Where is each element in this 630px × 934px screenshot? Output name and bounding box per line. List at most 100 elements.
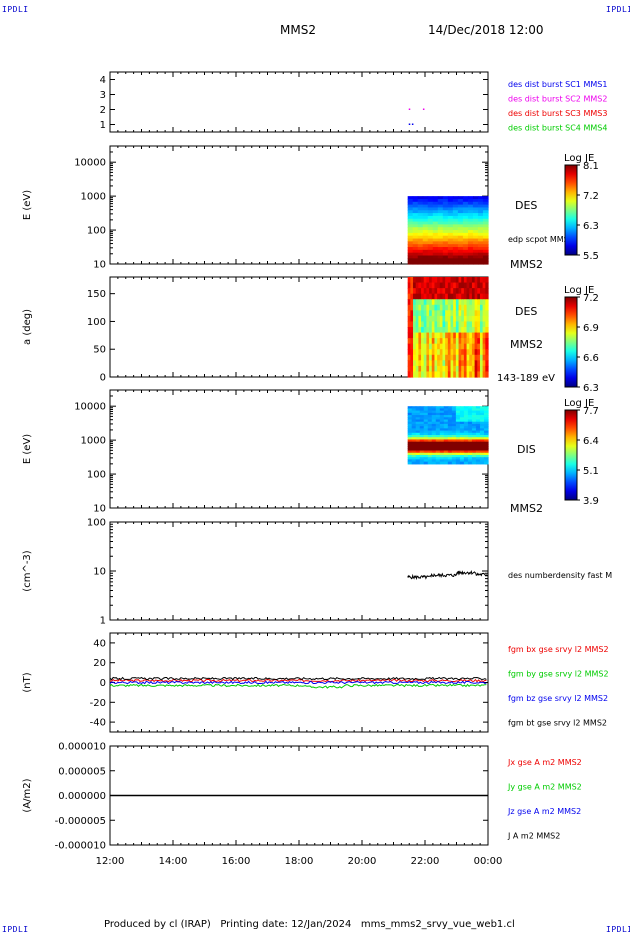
spectrogram-cell bbox=[482, 213, 489, 217]
spectrogram-cell bbox=[439, 415, 445, 418]
spectrogram-cell bbox=[431, 327, 436, 334]
spectrogram-cell bbox=[472, 213, 479, 217]
spectrogram-cell bbox=[457, 204, 464, 209]
spectrogram-cell bbox=[435, 410, 441, 414]
spectrogram-cell bbox=[469, 349, 473, 356]
spectrogram-cell bbox=[479, 439, 485, 443]
spectrogram-cell bbox=[426, 360, 430, 367]
spectrogram-cell bbox=[463, 332, 468, 339]
panel-3-colorbar bbox=[564, 296, 578, 388]
spectrogram-cell bbox=[410, 332, 414, 339]
spectrogram-cell bbox=[482, 293, 486, 300]
spectrogram-cell bbox=[429, 371, 433, 378]
spectrogram-cell bbox=[412, 241, 419, 245]
spectrogram-cell bbox=[452, 238, 459, 242]
panel-2-colorbar-title: Log JE bbox=[564, 153, 594, 164]
spectrogram-cell bbox=[474, 343, 478, 350]
panel-4-colorbar-tick-label: 7.7 bbox=[583, 406, 599, 417]
spectrogram-cell bbox=[459, 415, 465, 418]
spectrogram-cell bbox=[423, 408, 429, 412]
spectrogram-cell bbox=[477, 338, 481, 345]
spectrogram-cell bbox=[407, 315, 411, 323]
panel-6-series-4 bbox=[109, 676, 487, 681]
spectrogram-cell bbox=[412, 224, 419, 228]
spectrogram-cell bbox=[463, 435, 469, 438]
spectrogram-cell bbox=[450, 310, 454, 317]
spectrogram-cell bbox=[442, 238, 449, 242]
spectrogram-cell bbox=[423, 421, 429, 425]
spectrogram-cell bbox=[443, 459, 449, 463]
spectrogram-cell bbox=[439, 459, 445, 463]
spectrogram-cell bbox=[459, 457, 465, 461]
spectrogram-cell bbox=[457, 224, 464, 228]
spectrogram-cell bbox=[427, 215, 434, 220]
spectrogram-cell bbox=[410, 354, 414, 361]
spectrogram-cell bbox=[482, 338, 486, 345]
spectrogram-cell bbox=[455, 443, 461, 447]
spectrogram-cell bbox=[462, 224, 469, 228]
spectrogram-cell bbox=[427, 446, 433, 449]
spectrogram-cell bbox=[407, 437, 413, 441]
spectrogram-cell bbox=[421, 310, 425, 317]
spectrogram-cell bbox=[479, 293, 484, 300]
spectrogram-cell bbox=[471, 423, 477, 427]
spectrogram-cell bbox=[432, 227, 439, 231]
spectrogram-cell bbox=[407, 221, 414, 226]
spectrogram-cell bbox=[463, 365, 468, 373]
spectrogram-cell bbox=[427, 249, 434, 254]
spectrogram-cell bbox=[471, 457, 477, 461]
spectrogram-cell bbox=[447, 310, 452, 317]
spectrogram-cell bbox=[447, 417, 453, 421]
spectrogram-cell bbox=[413, 277, 417, 284]
spectrogram-cell bbox=[419, 461, 425, 465]
spectrogram-cell bbox=[439, 446, 445, 449]
spectrogram-cell bbox=[474, 332, 478, 339]
spectrogram-cell bbox=[439, 417, 445, 421]
spectrogram-cell bbox=[466, 365, 470, 373]
spectrogram-cell bbox=[447, 439, 453, 443]
spectrogram-cell bbox=[410, 343, 414, 350]
spectrogram-cell bbox=[477, 332, 481, 339]
spectrogram-cell bbox=[447, 282, 452, 289]
spectrogram-cell bbox=[458, 371, 462, 378]
spectrogram-cell bbox=[457, 230, 464, 234]
spectrogram-cell bbox=[472, 198, 479, 203]
spectrogram-cell bbox=[407, 432, 413, 436]
spectrogram-cell bbox=[482, 282, 486, 289]
spectrogram-cell bbox=[437, 299, 441, 306]
spectrogram-cell bbox=[455, 406, 461, 410]
spectrogram-cell bbox=[461, 365, 465, 373]
panel-6-ytick-label: 40 bbox=[93, 638, 106, 649]
spectrogram-cell bbox=[459, 412, 465, 416]
spectrogram-cell bbox=[471, 315, 476, 323]
spectrogram-cell bbox=[417, 198, 424, 203]
spectrogram-cell bbox=[471, 410, 477, 414]
spectrogram-cell bbox=[479, 417, 485, 421]
spectrogram-cell bbox=[407, 446, 413, 449]
spectrogram-cell bbox=[462, 221, 469, 226]
spectrogram-cell bbox=[419, 412, 425, 416]
spectrogram-cell bbox=[457, 252, 464, 257]
spectrogram-cell bbox=[412, 221, 419, 226]
spectrogram-cell bbox=[463, 412, 469, 416]
spectrogram-cell bbox=[485, 338, 489, 345]
spectrogram-cell bbox=[431, 423, 437, 427]
spectrogram-cell bbox=[415, 310, 419, 317]
spectrogram-cell bbox=[437, 227, 444, 231]
spectrogram-cell bbox=[429, 327, 433, 334]
spectrogram-cell bbox=[413, 349, 417, 356]
spectrogram-cell bbox=[411, 430, 417, 434]
x-tick-label: 00:00 bbox=[474, 856, 503, 867]
spectrogram-cell bbox=[415, 332, 419, 339]
panel-1-ytick-label: 1 bbox=[100, 120, 106, 131]
spectrogram-cell bbox=[472, 238, 479, 242]
spectrogram-cell bbox=[417, 249, 424, 254]
spectrogram-cell bbox=[423, 457, 429, 461]
spectrogram-cell bbox=[407, 252, 414, 257]
spectrogram-cell bbox=[434, 365, 438, 373]
spectrogram-cell bbox=[431, 310, 436, 317]
spectrogram-cell bbox=[475, 443, 481, 447]
spectrogram-cell bbox=[411, 426, 417, 429]
spectrogram-cell bbox=[410, 365, 414, 373]
spectrogram-cell bbox=[461, 315, 465, 323]
